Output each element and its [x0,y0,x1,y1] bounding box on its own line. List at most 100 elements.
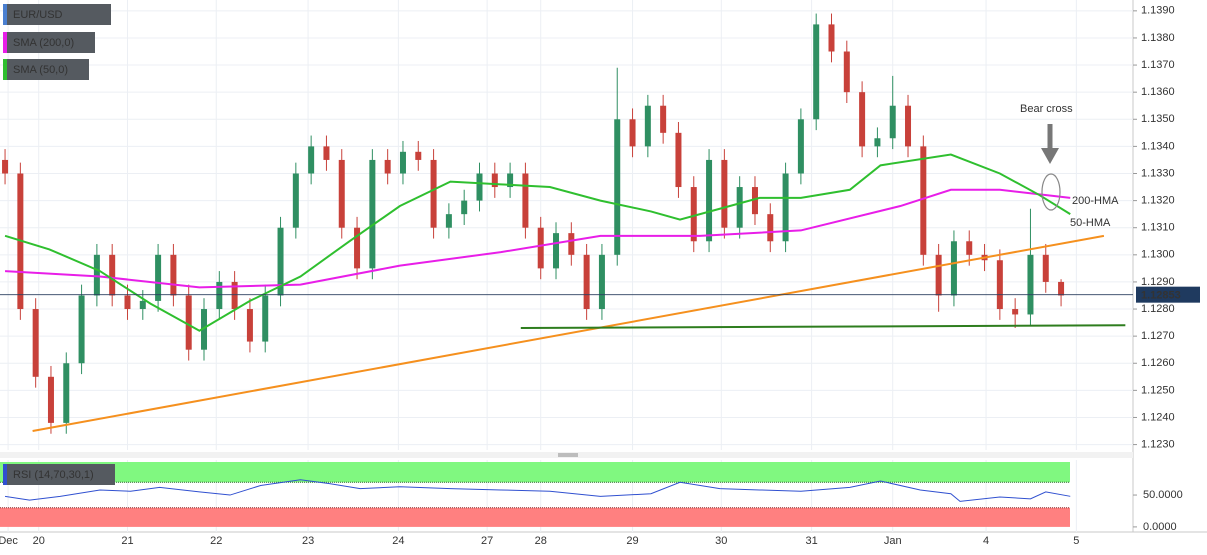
x-tick-label: 4 [983,535,989,547]
candle-body [1042,254,1049,282]
candle-body [369,159,376,269]
y-tick-label: 1.1300 [1141,249,1175,261]
y-tick-label: 1.1370 [1141,59,1175,71]
x-tick-label: 20 [33,535,45,547]
candle-body [996,260,1003,310]
rsi-tick-label: 0.0000 [1143,521,1177,533]
candle-body [461,200,468,215]
candle-body [690,187,697,242]
x-tick-label: 29 [626,535,638,547]
x-tick-label: 5 [1073,535,1079,547]
y-tick-label: 1.1320 [1141,195,1175,207]
candle-body [399,151,406,174]
candle-body [950,241,957,296]
candle-body [78,295,85,364]
candle-body [445,214,452,228]
candle-body [170,254,177,296]
candle-body [874,138,881,147]
legend-swatch [3,59,7,80]
candle-body [507,173,514,188]
candle-body [537,227,544,269]
cross-marker [1041,173,1061,211]
y-tick-label: 1.1240 [1141,411,1175,423]
legend-swatch [3,464,7,485]
candle-body [354,227,361,269]
y-tick-label: 1.1280 [1141,303,1175,315]
y-tick-label: 1.1230 [1141,438,1175,450]
candle-body [859,92,866,147]
candle-body [47,376,54,423]
candle-body [185,295,192,350]
legend-box[interactable] [3,32,95,53]
candle-body [1012,309,1019,315]
candle-body [124,295,131,310]
y-tick-label: 1.1310 [1141,222,1175,234]
candle-body [644,105,651,147]
moving-average-line [4,188,1071,289]
x-tick-label: 22 [210,535,222,547]
candle-body [415,151,422,160]
y-tick-label: 1.1270 [1141,330,1175,342]
candle-body [1027,254,1034,315]
candle-body [246,309,253,342]
candle-body [491,173,498,188]
y-tick-label: 1.1330 [1141,167,1175,179]
candle-body [216,281,223,310]
candle-body [553,233,560,269]
trendline [32,234,1105,433]
legend-label: SMA (200,0) [13,37,74,49]
x-tick-label: 31 [805,535,817,547]
candle-body [629,119,636,147]
x-tick-label: 30 [715,535,727,547]
candle-body [583,254,590,310]
legend-box[interactable] [3,464,115,485]
candle-body [797,119,804,174]
candle-body [93,254,100,296]
x-tick-label: Jan [884,535,902,547]
legend-box[interactable] [3,59,89,80]
y-tick-label: 1.1380 [1141,32,1175,44]
candle-body [843,51,850,93]
candle-body [139,300,146,310]
last-price-label: 1.12853 [1141,290,1181,302]
candle-body [751,187,758,215]
candle-body [813,24,820,120]
legend-label: EUR/USD [13,9,63,21]
annotation: 50-HMA [1070,217,1111,229]
legend-label: RSI (14,70,30,1) [13,469,94,481]
last-price-box [1136,286,1200,303]
legend-box[interactable] [3,4,111,25]
candle-body [262,295,269,342]
candle-body [920,146,927,255]
x-tick-label: Dec [0,535,18,547]
legend-swatch [3,32,7,53]
arrow-head [1041,148,1059,164]
candle-body [476,173,483,201]
moving-average-line [4,153,1071,332]
y-tick-label: 1.1390 [1141,5,1175,17]
candle-body [338,159,345,228]
rsi-lower-band [0,507,1070,527]
legend-swatch [3,4,7,25]
candle-body [155,254,162,301]
annotation: Bear cross [1020,103,1073,115]
trendline [520,324,1126,330]
candle-body [767,214,774,242]
y-tick-label: 1.1250 [1141,384,1175,396]
candle-body [277,227,284,296]
candle-body [675,132,682,188]
candle-body [63,363,70,423]
rsi-line [4,479,1071,502]
y-tick-label: 1.1340 [1141,140,1175,152]
candle-body [889,105,896,139]
candle-body [828,24,835,52]
candle-body [32,309,39,377]
pane-separator[interactable] [0,452,1133,458]
candle-body [430,159,437,228]
candle-body [966,241,973,255]
rsi-tick-label: 50.0000 [1143,489,1183,501]
y-tick-label: 1.1350 [1141,113,1175,125]
y-tick-label: 1.1360 [1141,86,1175,98]
candle-body [905,105,912,147]
